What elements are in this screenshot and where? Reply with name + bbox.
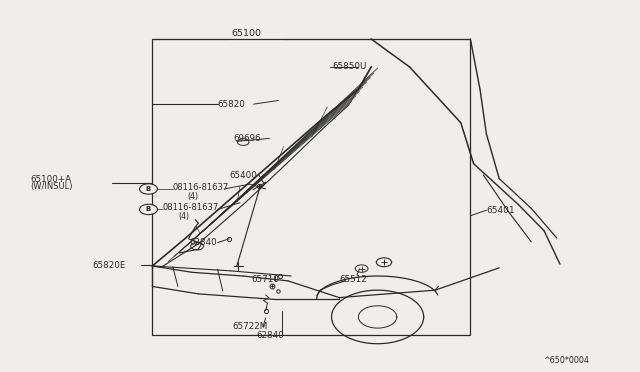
Text: 65100: 65100: [232, 29, 262, 38]
Text: 69696: 69696: [234, 134, 261, 143]
Text: 65100+A: 65100+A: [31, 175, 72, 184]
Text: 62840: 62840: [189, 238, 217, 247]
Text: 62840: 62840: [256, 331, 284, 340]
Circle shape: [140, 204, 157, 215]
Text: 65820: 65820: [218, 100, 246, 109]
Text: 65820E: 65820E: [93, 262, 126, 270]
Text: 08116-81637: 08116-81637: [173, 183, 229, 192]
Bar: [152, 39, 470, 335]
Text: B: B: [146, 186, 151, 192]
Text: 65710: 65710: [252, 275, 280, 284]
Text: 65512: 65512: [340, 275, 367, 284]
Text: 65722M: 65722M: [232, 322, 268, 331]
Text: (W/INSUL): (W/INSUL): [31, 182, 73, 191]
Text: 65850U: 65850U: [333, 62, 367, 71]
Text: 65401: 65401: [486, 206, 515, 215]
Text: B: B: [146, 206, 151, 212]
Text: 08116-81637: 08116-81637: [163, 203, 219, 212]
Text: ^650*0004: ^650*0004: [543, 356, 589, 365]
Text: (4): (4): [187, 192, 198, 201]
Circle shape: [140, 184, 157, 194]
Text: (4): (4): [178, 212, 189, 221]
Text: 65400: 65400: [229, 171, 257, 180]
